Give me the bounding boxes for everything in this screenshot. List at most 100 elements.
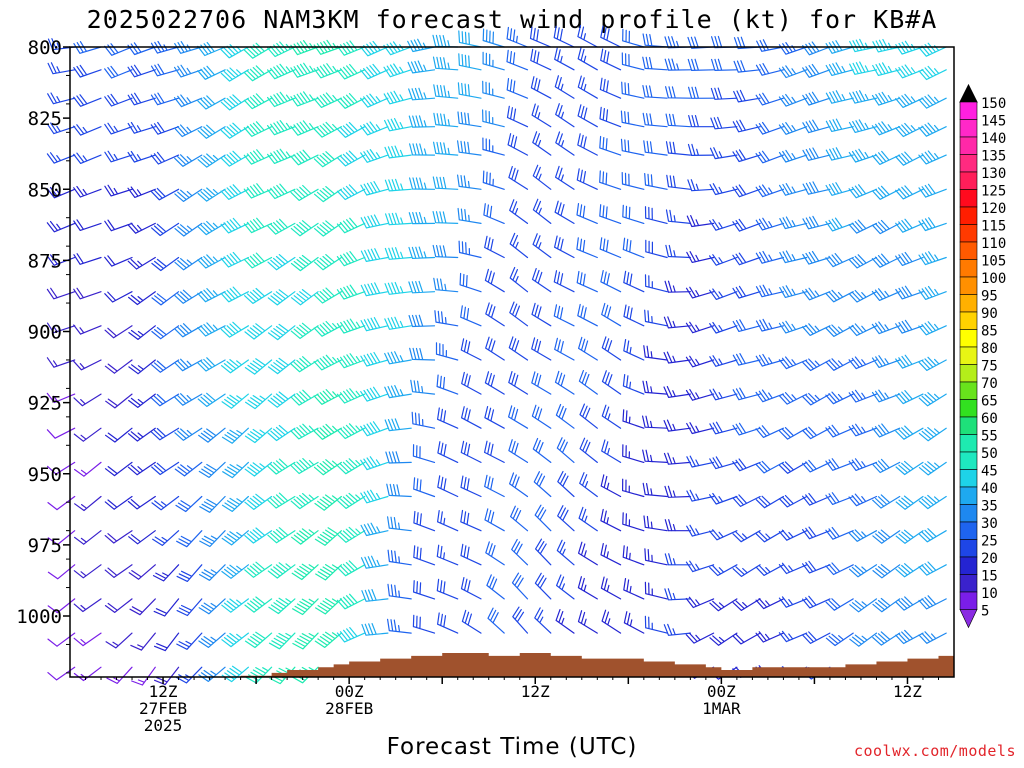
wind-barb [384,351,412,365]
wind-barb [755,63,784,76]
wind-barb [104,150,133,163]
wind-barb [267,254,296,271]
wind-barb [825,324,854,337]
wind-barb [150,151,180,165]
wind-barb [174,256,203,271]
wind-barb [413,477,436,498]
wind-barb [530,48,552,71]
wind-barb [105,393,133,409]
wind-barb [642,85,668,99]
wind-barb [244,461,273,477]
wind-barb [290,423,319,440]
wind-barb [313,151,342,168]
wind-barb [408,280,436,294]
wind-barb [484,440,505,463]
wind-barb [220,44,249,59]
wind-barb [622,545,645,566]
wind-barb [460,338,482,361]
wind-barb [534,572,552,600]
wind-barb [871,121,901,136]
wind-barb [267,63,296,80]
wind-barb [220,150,249,167]
wind-barb [553,25,575,48]
wind-barb [47,92,76,105]
wind-barb [623,578,645,600]
wind-barb [360,351,389,367]
wind-barb [534,607,552,634]
wind-barb [664,58,691,71]
wind-barb [732,458,761,472]
wind-barb [104,530,133,544]
wind-barb [918,595,947,610]
wind-barb [531,404,552,429]
colorbar-swatch [959,399,978,418]
wind-barb [848,493,878,507]
colorbar-label: 125 [981,184,1006,200]
wind-barb [383,63,412,78]
wind-barb [314,527,342,546]
wind-barb [457,111,482,128]
wind-barb [848,119,878,133]
colorbar-swatch [959,521,978,540]
colorbar-label: 115 [981,219,1006,235]
wind-barb [222,461,249,479]
wind-barb [408,115,436,128]
wind-barb [802,526,831,540]
wind-barb [849,598,878,613]
wind-barb [151,222,180,237]
wind-barb [508,439,529,463]
y-axis: 800 825 850 875 900 925 950 975 1000 [16,37,70,674]
wind-barb [554,235,575,259]
wind-barb [578,541,598,566]
wind-barb [687,179,715,192]
wind-barb [243,65,273,82]
wind-barb [461,371,482,395]
wind-barb [872,564,901,579]
wind-barb [663,316,691,329]
wind-barb [511,538,529,566]
wind-barb [871,91,901,106]
wind-barb [360,214,389,229]
wind-barb [848,356,878,370]
colorbar-swatch [959,171,978,190]
wind-barb [150,187,180,201]
wind-barb [663,419,691,432]
wind-barb [599,204,622,224]
wind-barb [73,124,102,136]
wind-barb [360,456,389,471]
wind-barb [622,28,645,48]
wind-barb [197,41,226,57]
wind-barb [461,609,482,634]
wind-barb [599,170,622,190]
wind-barb [755,530,784,543]
y-tick-label: 1000 [16,606,62,628]
wind-barb [918,494,947,510]
wind-barb [755,353,784,367]
colorbar-label: 85 [981,324,998,340]
colorbar-swatch [959,591,978,610]
wind-barb [848,323,878,337]
wind-barb [457,207,482,224]
wind-barb [290,289,319,306]
wind-barb [895,285,924,300]
wind-barb [46,392,76,404]
wind-barb [127,121,156,134]
wind-barb [555,609,575,634]
wind-barb [433,277,459,293]
wind-barb [267,218,296,235]
wind-barb [686,489,715,502]
y-tick-label: 875 [28,250,62,272]
wind-barb [709,492,738,505]
wind-barb [802,147,831,161]
wind-barb [557,505,575,532]
wind-barb [778,494,808,508]
wind-barb [73,324,102,335]
wind-barb [197,95,226,110]
wind-barb [267,391,296,408]
wind-barb [360,121,389,136]
wind-barb [220,217,249,234]
wind-barb [895,529,924,544]
wind-barb [313,63,342,79]
wind-barb [175,495,203,513]
wind-barb [686,422,715,435]
